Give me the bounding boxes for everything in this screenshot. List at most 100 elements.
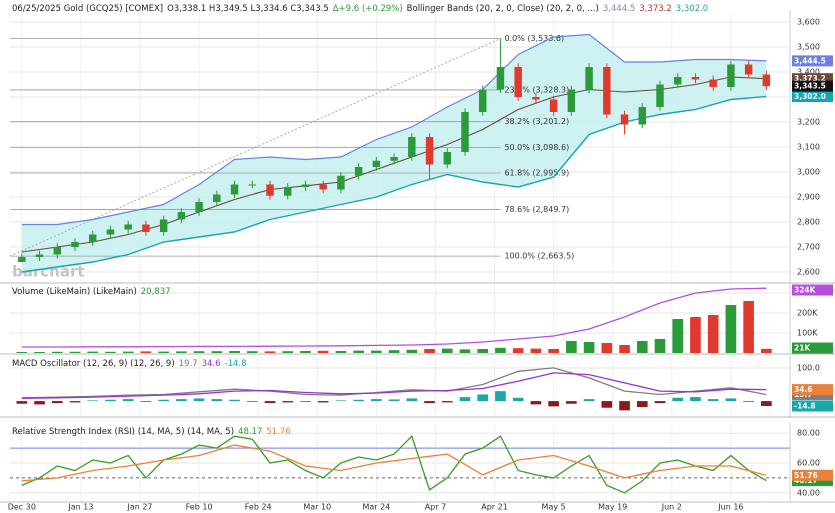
- bar: [353, 350, 364, 353]
- bar: [441, 401, 453, 403]
- bar: [566, 341, 577, 353]
- bar: [725, 398, 737, 402]
- x-tick-label: Jan 13: [67, 503, 93, 512]
- bar: [690, 397, 701, 402]
- bar: [424, 401, 435, 404]
- fib-label: 50.0% (3,098.6): [504, 143, 569, 152]
- bar: [495, 391, 506, 402]
- y-tick-label: 100K: [797, 329, 818, 338]
- last-value-label: 3,444.5: [794, 56, 826, 65]
- bar: [459, 349, 471, 353]
- bar: [51, 401, 63, 404]
- candle-body: [461, 112, 469, 152]
- candle-body: [532, 97, 540, 100]
- x-tick-label: Mar 10: [303, 503, 331, 512]
- y-tick-label: 200K: [797, 309, 818, 318]
- last-value-box: [792, 284, 833, 296]
- line: [21, 372, 767, 400]
- candle-body: [230, 184, 239, 195]
- y-tick-label: 2,900: [797, 193, 820, 202]
- last-value-box: [792, 469, 833, 481]
- candle-body: [195, 202, 203, 212]
- candle-body: [727, 64, 735, 87]
- bar: [406, 398, 418, 402]
- y-tick-label: 60.00: [797, 459, 820, 468]
- bar: [176, 351, 187, 353]
- candle-body: [53, 247, 61, 255]
- y-tick-label: 3,500: [797, 43, 820, 52]
- bar: [193, 398, 205, 402]
- bar: [619, 345, 630, 353]
- last-value-label: 3,343.5: [794, 82, 826, 91]
- line: [21, 444, 767, 482]
- candle-body: [319, 184, 327, 190]
- x-tick-label: Jun 16: [717, 503, 743, 512]
- bar: [743, 301, 754, 353]
- header-item: 19.7: [179, 359, 198, 369]
- fib-label: 61.8% (2,995.9): [504, 169, 569, 178]
- bar: [459, 397, 471, 402]
- y-tick-label: 2,800: [797, 218, 820, 227]
- bar: [672, 319, 684, 353]
- header-item: 34.6: [202, 359, 221, 369]
- bar: [601, 401, 613, 408]
- band-upper: [21, 33, 767, 226]
- bar: [690, 317, 701, 353]
- panel: 100K200K300K21K324KVolume (LikeMain) (Li…: [0, 283, 835, 355]
- header-item: 20,837: [141, 287, 171, 297]
- last-value-label: 3,302.0: [794, 92, 826, 101]
- candle-body: [124, 224, 132, 230]
- bar: [229, 351, 240, 353]
- bar: [193, 351, 205, 353]
- bar: [105, 399, 116, 402]
- panel-header: Relative Strength Index (RSI) (14, MA, 5…: [12, 427, 291, 437]
- bar: [122, 351, 134, 353]
- y-tick-label: 3,000: [797, 168, 820, 177]
- last-value-label: 51.76: [794, 471, 818, 480]
- panel-header: MACD Oscillator (12, 26, 9) (12, 26, 9) 1…: [12, 359, 247, 369]
- bar: [512, 348, 524, 353]
- line: [21, 434, 767, 494]
- bar: [87, 351, 99, 353]
- candle-body: [284, 187, 292, 196]
- header-item: Bollinger Bands (20, 2, 0, Close) (20, 2…: [407, 4, 599, 14]
- last-value-box: [792, 73, 833, 85]
- bar: [282, 351, 294, 353]
- bar: [158, 399, 169, 402]
- bar: [264, 401, 276, 404]
- bar: [353, 399, 364, 402]
- candle-body: [744, 64, 753, 75]
- panel-header: Volume (LikeMain) (LikeMain) 20,837: [12, 287, 171, 297]
- bar: [317, 350, 329, 353]
- bar: [388, 350, 400, 353]
- fib-label: 78.6% (2,849.7): [504, 205, 569, 214]
- panel: 40.00 60.00 80.00 Dec 30 Jan 13 Jan 27 Feb 10 F…: [0, 423, 835, 512]
- header-item: 3,373.2: [639, 4, 671, 14]
- bar: [317, 401, 329, 403]
- header-item: 51.76: [266, 427, 290, 437]
- bar: [122, 399, 134, 402]
- candle-body: [479, 89, 487, 112]
- last-value-box: [792, 55, 833, 67]
- candle-body: [762, 74, 771, 87]
- candle-body: [213, 194, 221, 202]
- bar: [583, 399, 595, 402]
- candle-body: [638, 107, 646, 125]
- bar: [761, 401, 772, 406]
- last-value-label: 324K: [794, 286, 817, 295]
- line: [21, 287, 767, 348]
- candle-body: [408, 137, 416, 157]
- candle-body: [691, 77, 700, 80]
- bar: [246, 401, 258, 402]
- candle-body: [443, 152, 451, 165]
- bar: [300, 401, 311, 402]
- candle-body: [142, 224, 150, 232]
- bar: [636, 341, 648, 353]
- bar: [282, 401, 294, 403]
- bar: [335, 400, 347, 402]
- header-item: 06/25/2025 Gold (GCQ25) [COMEX]: [12, 4, 163, 14]
- fib-label: 38.2% (3,201.2): [504, 117, 569, 126]
- candle-body: [585, 67, 593, 90]
- bar: [406, 349, 418, 353]
